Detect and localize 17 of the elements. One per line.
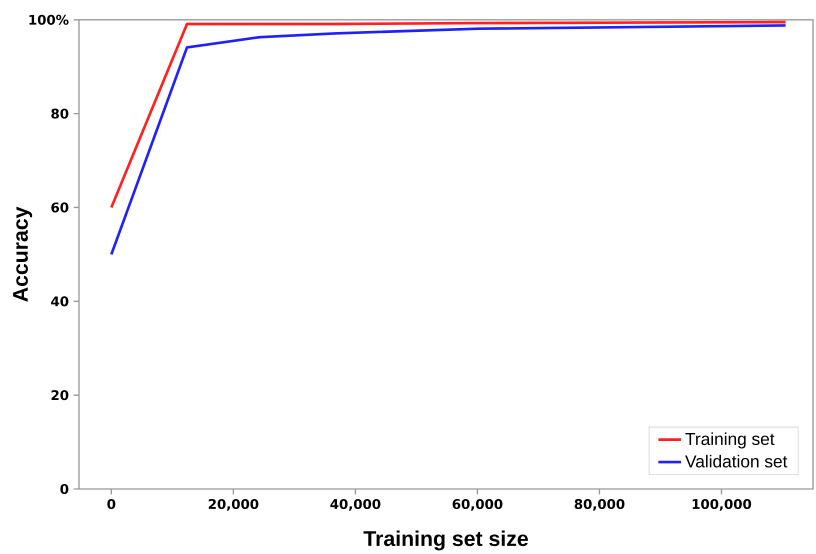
y-tick-label: 100% [29,14,69,25]
x-tick-label: 100,000 [692,498,752,511]
line-series [110,24,787,256]
y-tick-label: 20 [52,390,68,400]
x-tick-label: 20,000 [208,498,258,511]
legend-label: Training set [685,432,774,448]
x-tick-label: 40,000 [330,498,380,511]
y-axis-title: Accuracy [13,206,32,302]
y-tick-label: 40 [51,296,68,306]
y-tick-label: 0 [60,484,68,494]
x-tick-label: 80,000 [574,498,624,511]
legend-label: Validation set [685,454,788,468]
x-tick-label: 60,000 [452,498,502,511]
x-axis-title: Training set size [364,530,528,550]
y-tick-label: 60 [51,202,68,212]
x-tick-label: 0 [107,498,116,510]
y-tick-label: 80 [51,108,68,119]
